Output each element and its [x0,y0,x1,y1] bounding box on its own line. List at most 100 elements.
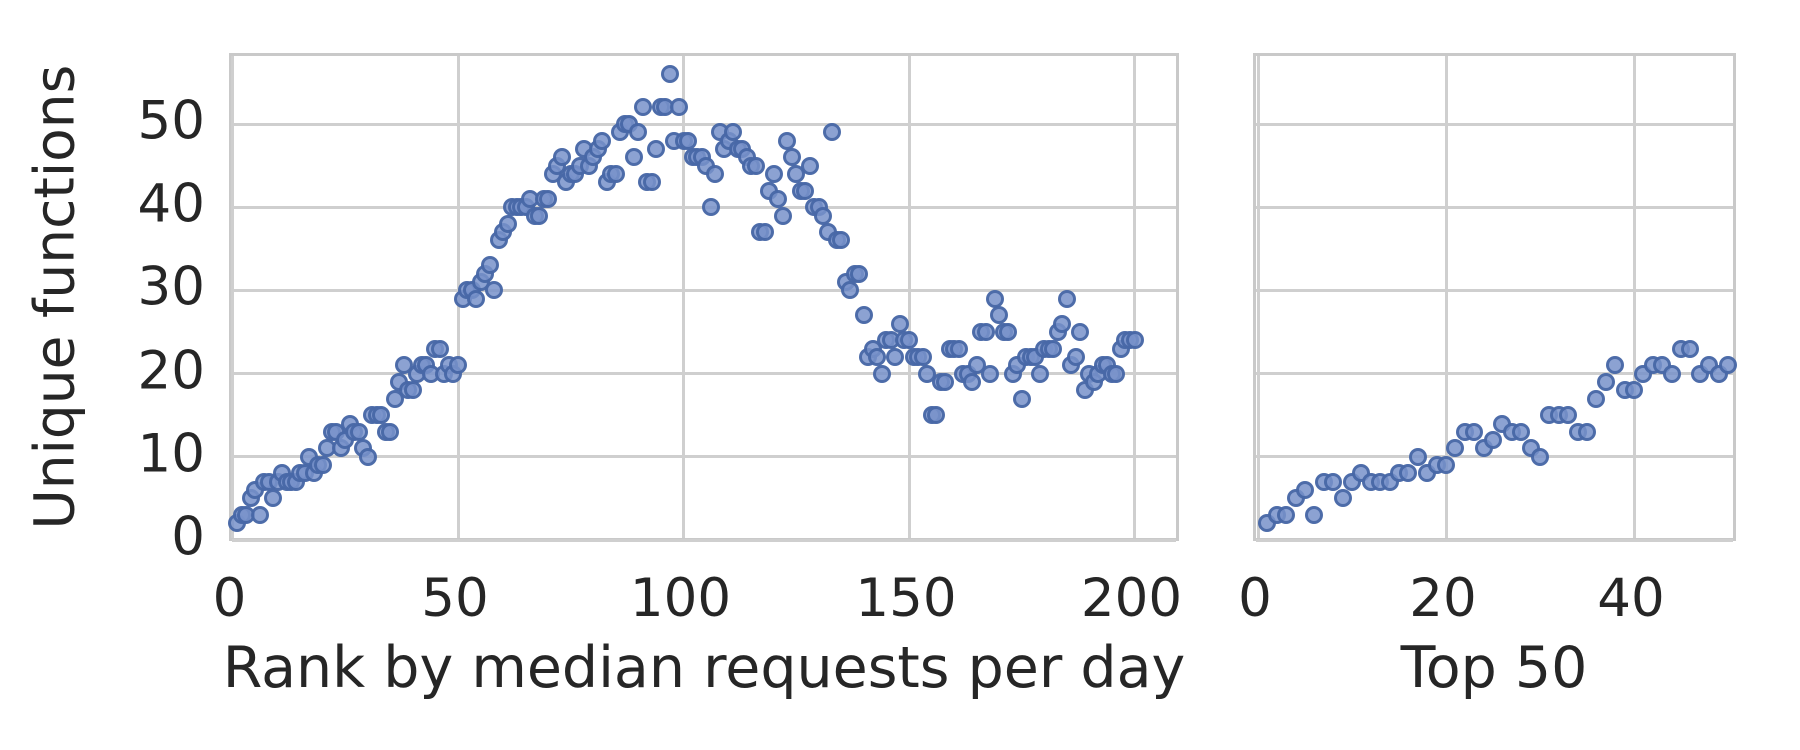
left-plot-area [228,53,1179,542]
data-point [250,506,269,525]
y-gridline [1256,288,1733,292]
data-point [1606,356,1625,375]
data-point [886,347,905,366]
data-point [1625,381,1643,400]
data-point [624,148,643,167]
data-point [814,206,833,225]
left-x-axis-label: Rank by median requests per day [222,635,1186,701]
x-gridline [1444,56,1448,538]
data-point [796,181,815,200]
data-point [1053,314,1072,333]
data-point [755,223,774,242]
x-tick-label: 200 [1080,568,1183,629]
x-tick-label: 100 [629,568,732,629]
data-point [1681,339,1700,358]
data-point [480,256,499,275]
data-point [1125,331,1144,350]
data-point [787,164,806,183]
data-point [372,406,391,425]
data-point [530,206,549,225]
right-x-axis-label: Top 50 [1400,635,1588,701]
data-point [841,281,860,300]
data-point [823,123,842,142]
data-point [358,447,377,466]
data-point [1277,506,1296,525]
data-point [963,372,982,391]
data-point [1408,447,1427,466]
data-point [539,189,558,208]
x-gridline [1256,56,1260,538]
data-point [936,372,955,391]
data-point [981,364,1000,383]
data-point [1057,289,1076,308]
x-gridline [907,56,911,538]
x-tick-label: 0 [1238,568,1272,629]
data-point [1305,506,1324,525]
data-point [1071,323,1090,341]
data-point [1333,489,1352,508]
data-point [633,98,652,117]
y-gridline [232,372,1176,376]
data-point [1531,447,1549,466]
data-point [679,131,697,150]
y-gridline [1256,538,1733,542]
data-point [1662,364,1681,383]
y-gridline [232,538,1176,542]
data-point [1324,472,1343,491]
data-point [1578,422,1596,441]
data-point [800,156,819,175]
y-tick-label: 40 [137,173,205,235]
y-gridline [1256,122,1733,126]
data-point [1012,389,1031,408]
data-point [403,381,422,400]
data-point [381,422,400,441]
data-point [1399,464,1418,483]
data-point [394,356,413,375]
data-point [701,198,720,217]
data-point [1719,356,1737,375]
data-point [629,123,648,142]
data-point [1587,389,1606,408]
data-point [850,264,869,283]
data-point [918,364,937,383]
y-gridline [232,288,1176,292]
y-gridline [1256,455,1733,459]
data-point [782,148,801,167]
data-point [642,173,661,192]
data-point [985,289,1004,308]
data-point [706,164,725,183]
y-gridline [1256,205,1733,209]
data-point [999,323,1018,341]
data-point [313,456,332,475]
data-point [485,281,504,300]
x-tick-label: 40 [1597,568,1665,629]
y-gridline [1256,372,1733,376]
data-point [1512,422,1531,441]
data-point [773,206,792,225]
x-tick-label: 20 [1409,568,1477,629]
data-point [868,347,887,366]
data-point [1044,339,1063,358]
data-point [349,422,368,441]
x-tick-label: 50 [421,568,489,629]
x-gridline [231,56,234,538]
x-tick-label: 0 [212,568,247,629]
right-plot-area [1253,53,1737,542]
data-point [1030,364,1049,383]
data-point [967,356,986,375]
y-tick-label: 10 [137,423,205,485]
data-point [976,323,995,341]
data-point [1484,431,1502,450]
data-point [1559,406,1578,425]
data-point [264,489,283,508]
data-point [1437,456,1455,475]
x-gridline [1632,56,1636,538]
data-point [552,148,571,167]
y-tick-label: 50 [137,90,205,152]
data-point [778,131,797,150]
data-point [769,189,788,208]
data-point [1596,372,1615,391]
x-gridline [1133,56,1136,538]
x-tick-label: 150 [855,568,957,629]
